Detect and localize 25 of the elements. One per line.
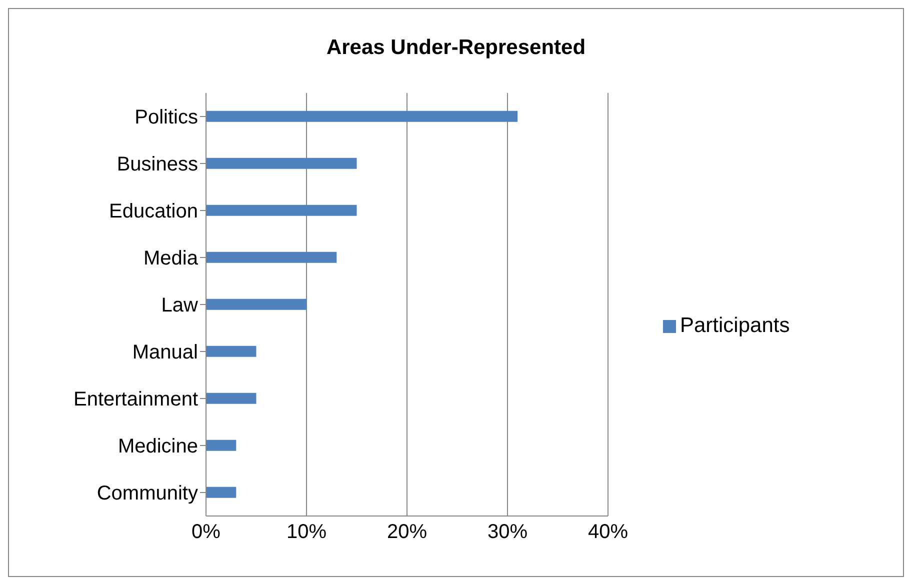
bar	[206, 346, 256, 357]
bar	[206, 486, 236, 498]
x-tick-label: 20%	[386, 521, 428, 544]
x-tick-label: 30%	[487, 521, 528, 544]
bar	[206, 252, 337, 263]
bar	[206, 110, 518, 122]
chart-title: Areas Under-Represented	[325, 35, 587, 61]
bar	[206, 440, 236, 451]
bar	[206, 298, 306, 310]
y-tick-label: Media	[144, 248, 199, 270]
y-tick-label: Medicine	[118, 436, 198, 458]
y-tick-label: Community	[96, 482, 198, 505]
y-tick-label: Manual	[132, 342, 198, 364]
y-tick-label: Business	[116, 154, 198, 176]
x-tick-label: 0%	[192, 521, 221, 544]
bar	[206, 204, 357, 216]
y-tick-label: Education	[109, 200, 198, 223]
x-tick-label: 10%	[286, 521, 327, 544]
y-tick-label: Entertainment	[73, 388, 198, 411]
legend-label: Participants	[680, 314, 790, 337]
bar	[206, 158, 357, 169]
y-tick-label: Politics	[134, 106, 198, 129]
y-tick-label: Law	[161, 294, 199, 317]
x-tick-label: 40%	[588, 521, 628, 544]
bar	[206, 392, 256, 404]
